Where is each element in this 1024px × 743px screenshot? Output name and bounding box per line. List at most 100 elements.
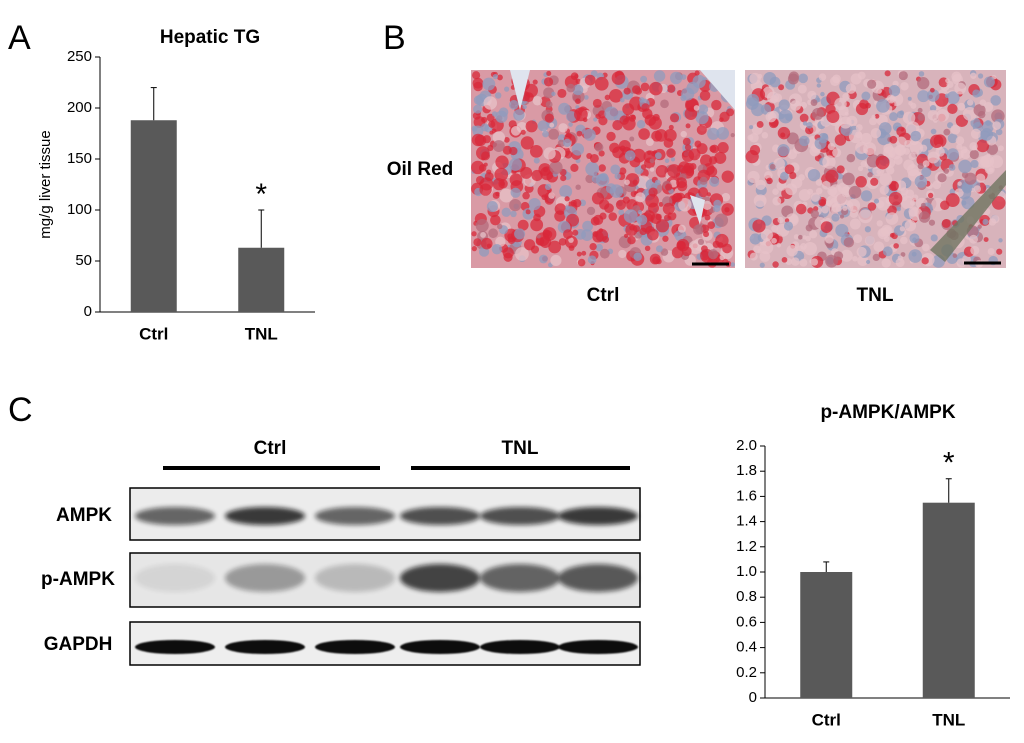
cell — [654, 129, 668, 142]
cell — [557, 88, 567, 98]
cell — [909, 233, 920, 244]
cell — [895, 180, 907, 192]
cell — [888, 85, 901, 97]
cell — [773, 93, 783, 103]
cell — [954, 82, 967, 95]
cell — [893, 155, 903, 165]
cell — [680, 130, 687, 138]
x-tick-label: TNL — [245, 324, 278, 343]
cell — [533, 157, 540, 164]
cell — [582, 220, 594, 232]
cell — [827, 142, 836, 151]
cell — [995, 128, 1003, 136]
cell — [624, 179, 630, 186]
cell — [807, 90, 817, 100]
cell — [618, 249, 627, 259]
cell — [710, 144, 719, 154]
cell — [542, 130, 549, 138]
cell — [856, 246, 867, 257]
cell — [990, 155, 1004, 169]
cell — [747, 170, 760, 184]
panel-label: C — [8, 391, 33, 429]
cell — [539, 254, 548, 264]
cell — [523, 239, 536, 251]
band — [400, 507, 480, 525]
cell — [662, 235, 669, 242]
cell — [896, 206, 902, 212]
cell — [716, 127, 730, 140]
cell — [678, 198, 692, 212]
cell — [970, 117, 981, 129]
cell — [873, 198, 880, 204]
cell — [805, 126, 814, 135]
cell — [772, 261, 779, 268]
cell — [753, 245, 761, 254]
cell — [996, 248, 1003, 255]
cell — [619, 97, 625, 103]
cell — [824, 234, 834, 244]
cell — [494, 167, 509, 182]
band — [558, 564, 638, 592]
y-tick-label: 0.8 — [736, 588, 757, 605]
cell — [755, 179, 766, 190]
cell — [983, 101, 994, 112]
cell — [866, 259, 871, 265]
blot-bands — [135, 507, 638, 654]
cell — [908, 206, 919, 217]
cell — [499, 181, 505, 186]
cell — [636, 216, 643, 223]
cell — [545, 101, 553, 108]
cell — [806, 121, 813, 129]
bar — [130, 120, 177, 313]
cell — [711, 99, 722, 111]
cell — [542, 229, 551, 238]
cell — [918, 211, 931, 223]
cell — [889, 112, 898, 121]
cell — [896, 126, 907, 137]
cell — [499, 188, 514, 203]
cell — [677, 224, 686, 233]
cell — [948, 164, 956, 171]
cell — [504, 86, 510, 92]
cell — [783, 221, 794, 231]
cell — [510, 126, 521, 136]
cell — [888, 191, 903, 206]
cell — [779, 171, 789, 181]
cell — [992, 121, 1002, 130]
x-tick-label: Ctrl — [812, 710, 841, 729]
cell — [543, 87, 555, 99]
cell — [473, 81, 483, 92]
cell — [917, 163, 924, 170]
cell — [598, 150, 605, 157]
cell — [921, 257, 929, 265]
cell — [821, 205, 829, 214]
cell — [606, 131, 616, 142]
cell — [780, 132, 786, 138]
panel-label: B — [383, 19, 406, 57]
cell — [587, 255, 597, 264]
cell — [985, 119, 992, 126]
cell — [827, 186, 838, 197]
cell — [907, 96, 912, 101]
cell — [879, 173, 893, 187]
cell — [822, 133, 828, 140]
cell — [640, 164, 647, 170]
cell — [818, 73, 827, 81]
cell — [766, 177, 773, 185]
band — [558, 640, 638, 654]
cell — [576, 251, 582, 257]
cell — [525, 209, 531, 215]
cell — [717, 142, 729, 154]
vessel — [930, 170, 1006, 262]
cell — [589, 242, 597, 251]
cell — [486, 201, 498, 213]
cell — [835, 223, 849, 237]
cell — [684, 144, 692, 151]
cell — [585, 162, 600, 176]
cell — [491, 111, 498, 117]
cell — [881, 258, 891, 268]
cell — [893, 243, 899, 249]
cell — [576, 130, 583, 137]
cell — [816, 83, 821, 88]
cell — [983, 76, 995, 88]
